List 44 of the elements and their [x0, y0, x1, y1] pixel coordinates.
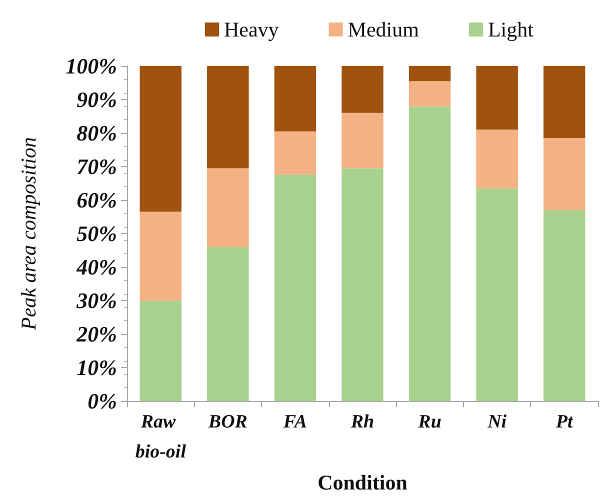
- bar: [140, 212, 182, 301]
- bar: [544, 210, 586, 402]
- x-tick-label: Rh: [350, 412, 374, 433]
- legend-label: Heavy: [224, 18, 280, 42]
- x-tick-label: BOR: [207, 412, 248, 433]
- bar: [342, 112, 384, 168]
- y-tick-label: 10%: [76, 355, 117, 380]
- y-tick-label: 80%: [76, 120, 117, 146]
- bar: [476, 188, 518, 402]
- bar: [207, 246, 249, 402]
- bar: [207, 66, 249, 168]
- bar: [544, 138, 586, 210]
- y-tick-label: 70%: [76, 154, 117, 180]
- y-tick-label: 50%: [76, 221, 117, 246]
- y-tick-label: 90%: [76, 87, 117, 112]
- bar: [476, 130, 518, 188]
- x-tick-label: FA: [282, 412, 308, 433]
- bar: [408, 81, 451, 106]
- bar: [476, 66, 518, 130]
- y-tick-label: 30%: [76, 288, 117, 314]
- x-tick-label: Raw bio-oil: [135, 412, 187, 463]
- bar: [207, 168, 249, 247]
- bar: [342, 168, 384, 402]
- y-tick-label: 40%: [76, 254, 117, 280]
- y-tick-label: 20%: [76, 322, 117, 347]
- bar: [140, 66, 182, 212]
- y-axis-title: Peak area composition: [16, 137, 40, 331]
- y-tick-label: 60%: [76, 188, 117, 213]
- bar: [140, 300, 182, 402]
- bar: [408, 66, 451, 82]
- bar: [274, 174, 316, 402]
- x-axis-title: Condition: [318, 470, 408, 494]
- bar: [274, 66, 316, 132]
- y-tick-label: 0%: [88, 388, 117, 414]
- legend-label: Medium: [348, 18, 419, 42]
- x-tick-label: Ni: [486, 412, 508, 433]
- legend-label: Light: [488, 18, 534, 42]
- bar: [342, 66, 384, 113]
- bar: [408, 106, 451, 402]
- y-tick-label: 100%: [66, 54, 117, 78]
- x-tick-label: Ru: [417, 412, 442, 433]
- bar: [274, 131, 316, 175]
- bar: [544, 66, 586, 138]
- x-tick-label: Pt: [554, 412, 574, 433]
